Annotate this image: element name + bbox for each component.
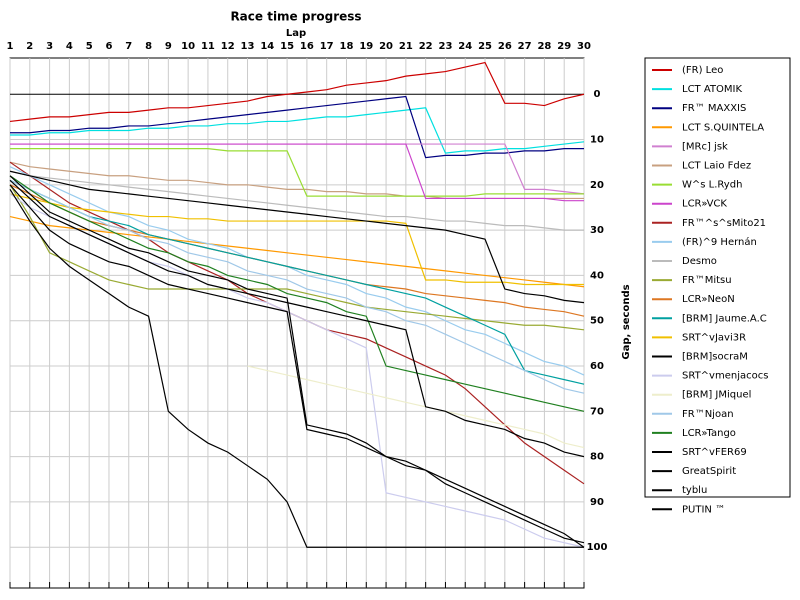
y-tick-label: 40	[590, 270, 604, 281]
legend-label: SRT^vJavi3R	[682, 332, 746, 343]
series-line	[9, 170, 584, 231]
series-line	[9, 179, 585, 394]
series-line	[10, 107, 585, 154]
y-axis-label: Gap, seconds	[621, 284, 632, 359]
x-tick-label: 16	[300, 41, 314, 52]
x-tick-label: 25	[478, 41, 492, 52]
y-tick-label: 100	[587, 542, 608, 553]
x-tick-label: 7	[125, 41, 132, 52]
series-line	[9, 175, 585, 412]
series-line	[9, 193, 584, 286]
legend-label: FR™Njoan	[682, 409, 734, 420]
legend-label: PUTIN ™	[682, 504, 725, 515]
y-tick-label: 20	[590, 180, 604, 191]
legend-label: LCT ATOMIK	[682, 84, 742, 95]
series-line	[9, 189, 584, 548]
x-tick-label: 15	[280, 41, 294, 52]
y-tick-label: 10	[590, 135, 604, 146]
y-tick-label: 60	[590, 361, 604, 372]
legend-label: SRT^vmenjacocs	[682, 371, 768, 382]
x-tick-label: 3	[46, 41, 53, 52]
x-tick-label: 2	[26, 41, 33, 52]
x-tick-label: 22	[419, 41, 433, 52]
legend-label: LCR»NeoN	[682, 294, 735, 305]
legend-label: SRT^vFER69	[682, 447, 747, 458]
series-line	[9, 170, 585, 304]
x-tick-label: 26	[498, 41, 512, 52]
x-tick-label: 29	[557, 41, 571, 52]
x-tick-label: 28	[537, 41, 551, 52]
y-tick-label: 0	[594, 89, 601, 100]
x-tick-label: 9	[165, 41, 172, 52]
y-tick-label: 50	[590, 316, 604, 327]
y-tick-label: 30	[590, 225, 604, 236]
legend-label: LCR»Tango	[682, 428, 736, 439]
legend-label: FR™^s^sMito21	[682, 218, 766, 229]
legend-label: [MRc] jsk	[682, 141, 728, 152]
y-tick-label: 90	[590, 497, 604, 508]
x-tick-label: 11	[201, 41, 215, 52]
legend-label: (FR) Leo	[682, 65, 723, 76]
x-tick-label: 6	[105, 41, 112, 52]
x-tick-label: 13	[241, 41, 255, 52]
x-tick-label: 27	[518, 41, 532, 52]
x-tick-label: 14	[260, 41, 274, 52]
x-tick-label: 24	[458, 41, 472, 52]
series-line	[10, 95, 584, 159]
x-tick-label: 21	[399, 41, 413, 52]
legend-label: Desmo	[682, 256, 717, 267]
x-tick-label: 1	[7, 41, 14, 52]
legend-label: LCT Laio Fdez	[682, 161, 751, 172]
legend-label: [BRM] JMiquel	[682, 390, 751, 401]
legend-label: FR™ MAXXIS	[682, 103, 746, 114]
legend-label: (FR)^9 Hernán	[682, 236, 757, 248]
x-axis-label: Lap	[286, 28, 306, 39]
y-tick-label: 70	[590, 406, 604, 417]
series-line	[9, 215, 585, 288]
x-tick-label: 5	[86, 41, 93, 52]
series-line	[247, 365, 585, 449]
x-tick-label: 4	[66, 41, 73, 52]
legend-label: FR™Mitsu	[682, 275, 732, 286]
x-tick-label: 20	[379, 41, 393, 52]
legend-label: tyblu	[682, 485, 707, 496]
series-line	[10, 147, 584, 197]
legend-label: LCT S.QUINTELA	[682, 122, 764, 133]
series-line	[9, 175, 585, 544]
series-line	[9, 166, 585, 376]
x-tick-label: 23	[438, 41, 452, 52]
x-tick-label: 10	[181, 41, 195, 52]
plot-area	[9, 57, 585, 589]
x-tick-label: 30	[577, 41, 591, 52]
x-tick-label: 17	[320, 41, 334, 52]
legend-label: LCR»VCK	[682, 199, 727, 210]
legend-label: [BRM]socraM	[682, 352, 748, 363]
legend-label: W^s L.Rydh	[682, 180, 742, 191]
y-tick-label: 80	[590, 452, 604, 463]
x-tick-label: 8	[145, 41, 152, 52]
x-tick-label: 19	[359, 41, 373, 52]
legend-label: GreatSpirit	[682, 466, 736, 477]
legend-label: [BRM] Jaume.A.C	[682, 313, 767, 324]
series-line	[9, 179, 585, 458]
series-line	[10, 143, 584, 202]
series-line	[9, 61, 585, 123]
legend-box	[644, 57, 791, 498]
x-tick-label: 18	[340, 41, 354, 52]
x-tick-label: 12	[221, 41, 235, 52]
series-line	[9, 184, 585, 548]
series-line	[9, 184, 585, 331]
series-line	[9, 179, 585, 385]
chart-title: Race time progress	[230, 10, 361, 24]
